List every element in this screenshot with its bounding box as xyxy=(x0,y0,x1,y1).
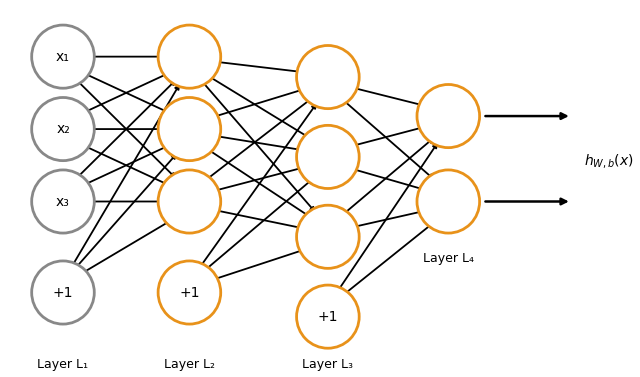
Ellipse shape xyxy=(296,285,359,348)
Text: +1: +1 xyxy=(317,310,338,323)
Ellipse shape xyxy=(158,261,221,324)
Ellipse shape xyxy=(417,84,479,148)
Ellipse shape xyxy=(158,25,221,88)
Ellipse shape xyxy=(31,25,94,88)
Text: $h_{W,b}(x)$: $h_{W,b}(x)$ xyxy=(584,152,634,170)
Ellipse shape xyxy=(31,170,94,233)
Text: Layer L₂: Layer L₂ xyxy=(164,357,215,371)
Text: Layer L₄: Layer L₄ xyxy=(423,251,474,265)
Ellipse shape xyxy=(417,170,479,233)
Ellipse shape xyxy=(296,46,359,109)
Text: +1: +1 xyxy=(179,285,200,299)
Text: Layer L₁: Layer L₁ xyxy=(38,357,88,371)
Ellipse shape xyxy=(296,126,359,188)
Ellipse shape xyxy=(158,170,221,233)
Text: x₃: x₃ xyxy=(56,195,70,208)
Text: +1: +1 xyxy=(52,285,73,299)
Ellipse shape xyxy=(31,98,94,161)
Ellipse shape xyxy=(158,98,221,161)
Ellipse shape xyxy=(296,205,359,268)
Text: x₂: x₂ xyxy=(56,122,70,136)
Ellipse shape xyxy=(31,261,94,324)
Text: Layer L₃: Layer L₃ xyxy=(302,357,353,371)
Text: x₁: x₁ xyxy=(56,50,70,64)
